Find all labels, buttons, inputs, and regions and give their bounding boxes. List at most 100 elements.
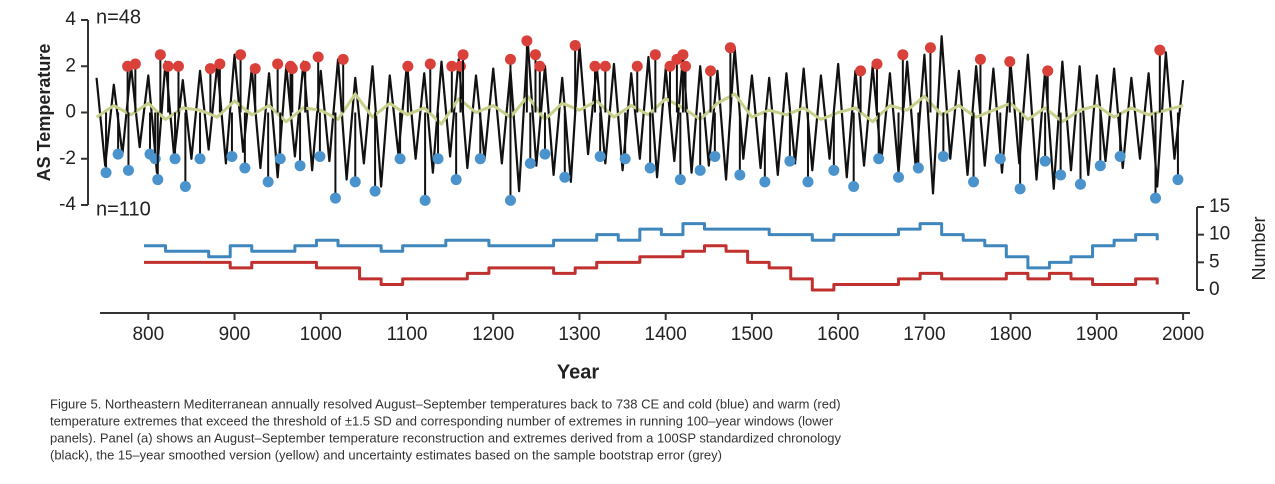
extreme-point (169, 153, 181, 165)
extreme-point (402, 60, 414, 72)
extreme-point (848, 181, 860, 192)
x-tick-label: 900 (219, 324, 251, 345)
y-tick-label: 2 (65, 55, 76, 76)
y-tick-label: 15 (1209, 196, 1230, 217)
extreme-point (1074, 178, 1086, 190)
extreme-point (1039, 155, 1051, 167)
extreme-point (534, 60, 546, 72)
extreme-point (994, 153, 1006, 165)
extreme-point (1150, 192, 1162, 204)
extreme-point (589, 60, 601, 72)
y-tick-label: 0 (1209, 279, 1220, 300)
extreme-point (394, 153, 406, 165)
extreme-point (759, 176, 771, 188)
extreme-point (504, 194, 516, 206)
extreme-point (446, 60, 458, 72)
extreme-point (569, 39, 581, 51)
extreme-point (724, 42, 736, 54)
x-tick-label: 1200 (472, 324, 514, 345)
extreme-point (312, 51, 324, 63)
extreme-point (419, 194, 431, 206)
extreme-point (226, 150, 238, 162)
extreme-point (235, 49, 247, 61)
extreme-point (559, 171, 571, 183)
extreme-point (314, 150, 326, 162)
extreme-point (539, 148, 551, 160)
extreme-point (204, 63, 216, 75)
x-tick-label: 1600 (817, 324, 859, 345)
extreme-point (152, 174, 164, 186)
extreme-point (734, 169, 746, 181)
extreme-point (599, 60, 611, 72)
x-tick-label: 1400 (645, 324, 687, 345)
y-axis-label: Number (1249, 216, 1269, 280)
extreme-point (594, 150, 606, 162)
series-line (143, 222, 1159, 270)
extreme-point (1004, 56, 1016, 68)
extreme-point (828, 164, 840, 176)
extreme-point (294, 160, 306, 172)
extreme-point (1055, 169, 1067, 181)
extreme-point (694, 164, 706, 176)
x-tick-label: 1500 (731, 324, 773, 345)
extreme-point (299, 60, 311, 72)
y-tick-label: 5 (1209, 251, 1220, 272)
annotation: n=110 (96, 198, 151, 220)
extreme-point (912, 162, 924, 174)
extreme-point (1114, 150, 1126, 162)
extreme-point (937, 150, 949, 162)
caption-line: Figure 5. Northeastern Mediterranean ann… (50, 396, 841, 411)
x-tick-label: 800 (132, 324, 164, 345)
extreme-point (369, 185, 381, 197)
extreme-point (454, 60, 466, 72)
series-line (143, 244, 1159, 292)
extreme-point (274, 153, 286, 165)
extreme-point (644, 162, 656, 174)
extreme-point (249, 63, 261, 75)
x-tick-label: 2000 (1162, 324, 1204, 345)
extreme-point (1154, 44, 1166, 56)
extreme-point (524, 157, 536, 169)
extreme-point (924, 42, 936, 54)
extreme-point (871, 58, 883, 70)
caption-line: (black), the 15–year smoothed version (y… (50, 447, 722, 462)
extreme-point (239, 162, 251, 174)
extreme-point (262, 176, 274, 188)
caption-line: panels). Panel (a) shows an August–Septe… (50, 430, 842, 445)
y-axis-label: AS Temperature (34, 44, 54, 182)
caption-line: temperature extremes that exceed the thr… (50, 413, 834, 428)
extreme-point (162, 60, 174, 72)
extreme-point (450, 174, 462, 186)
extreme-point (129, 58, 141, 70)
extreme-point (112, 148, 124, 160)
annotation: n=48 (96, 6, 141, 28)
x-tick-label: 1700 (903, 324, 945, 345)
x-tick-label: 1900 (1076, 324, 1118, 345)
extreme-point (784, 155, 796, 167)
extreme-point (649, 49, 661, 61)
extreme-point (705, 65, 717, 77)
extreme-point (149, 153, 161, 165)
extreme-point (968, 176, 980, 188)
extreme-point (1014, 183, 1026, 195)
extreme-point (286, 63, 298, 75)
extreme-point (272, 58, 284, 70)
extreme-point (337, 53, 349, 65)
y-tick-label: 0 (65, 102, 76, 123)
extreme-point (424, 58, 436, 70)
extreme-point (677, 49, 689, 61)
extreme-point (893, 171, 905, 183)
x-axis-label: Year (557, 361, 599, 383)
extreme-point (179, 181, 191, 192)
extreme-point (974, 53, 986, 65)
extreme-point (897, 49, 909, 61)
extreme-point (504, 53, 516, 65)
extreme-point (349, 176, 361, 188)
extreme-point (529, 49, 541, 61)
extreme-point (457, 49, 469, 61)
extreme-point (100, 167, 112, 179)
extreme-point (802, 176, 814, 188)
extreme-point (1042, 65, 1054, 77)
extreme-point (521, 35, 533, 47)
